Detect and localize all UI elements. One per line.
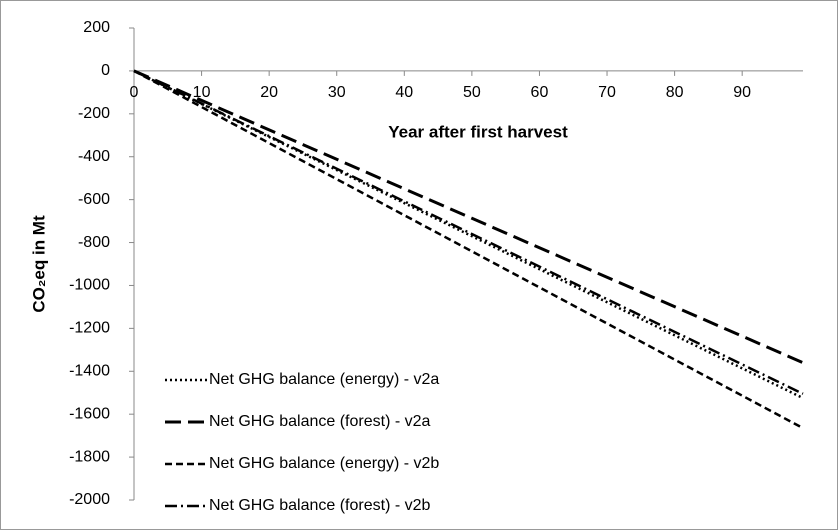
series-line <box>133 69 804 365</box>
x-tick-label: 0 <box>130 84 139 101</box>
x-tick-label: 50 <box>463 84 481 101</box>
y-tick-label: -800 <box>78 234 110 251</box>
x-axis-label: Year after first harvest <box>388 122 568 141</box>
legend-label: Net GHG balance (forest) - v2a <box>209 413 431 430</box>
y-tick-label: -1000 <box>69 277 110 294</box>
y-tick-label: -2000 <box>69 491 110 508</box>
x-tick-label: 10 <box>193 84 211 101</box>
y-axis-label: CO₂eq in Mt <box>29 215 48 313</box>
series-line <box>133 69 804 395</box>
series-line <box>133 69 804 430</box>
y-tick-label: -1800 <box>69 448 110 465</box>
y-tick-label: -1200 <box>69 320 110 337</box>
x-tick-label: 60 <box>531 84 549 101</box>
x-tick-label: 40 <box>395 84 413 101</box>
y-tick-label: 200 <box>83 19 110 36</box>
y-tick-label: -400 <box>78 148 110 165</box>
legend-label: Net GHG balance (energy) - v2b <box>209 455 439 472</box>
x-tick-label: 80 <box>666 84 684 101</box>
y-tick-label: -1600 <box>69 405 110 422</box>
x-tick-label: 70 <box>598 84 616 101</box>
y-tick-label: -600 <box>78 191 110 208</box>
x-tick-label: 90 <box>733 84 751 101</box>
y-tick-label: -1400 <box>69 362 110 379</box>
x-tick-label: 20 <box>260 84 278 101</box>
x-tick-label: 30 <box>328 84 346 101</box>
legend-label: Net GHG balance (energy) - v2a <box>209 371 439 388</box>
y-tick-label: 0 <box>101 62 110 79</box>
series-line <box>133 69 804 400</box>
legend-label: Net GHG balance (forest) - v2b <box>209 497 431 514</box>
y-tick-label: -200 <box>78 105 110 122</box>
